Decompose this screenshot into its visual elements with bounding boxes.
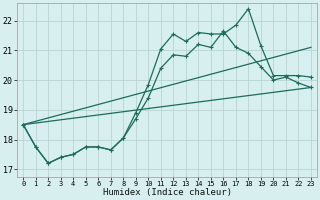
X-axis label: Humidex (Indice chaleur): Humidex (Indice chaleur) <box>103 188 232 197</box>
